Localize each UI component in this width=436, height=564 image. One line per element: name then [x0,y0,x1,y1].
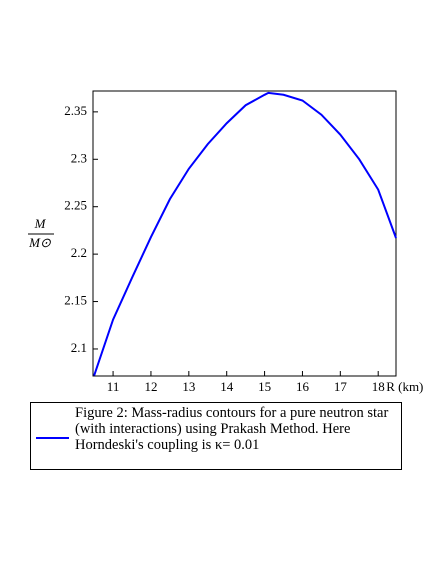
y-tick-label: 2.35 [64,103,87,118]
x-tick-label: 15 [258,379,271,394]
y-label-denominator: M⊙ [28,235,51,250]
x-tick-label: 14 [220,379,234,394]
series-line [93,91,397,376]
y-tick-label: 2.15 [64,293,87,308]
legend-label: Figure 2: Mass-radius contours for a pur… [75,405,389,453]
x-tick-label: 17 [334,379,348,394]
y-tick-label: 2.2 [71,245,87,260]
plot-frame [92,90,397,377]
y-tick-label: 2.1 [71,340,87,355]
x-tick-label: 11 [107,379,120,394]
x-tick-label: 16 [296,379,310,394]
y-tick-label: 2.3 [71,150,87,165]
x-tick-label: 12 [144,379,157,394]
x-tick-label: 13 [182,379,195,394]
legend-swatch [36,437,69,439]
y-label-numerator: M [34,216,47,231]
x-axis-label: R (km) [386,379,423,394]
y-tick-label: 2.25 [64,198,87,213]
x-tick-label: 18 [372,379,385,394]
legend: Figure 2: Mass-radius contours for a pur… [30,402,402,470]
